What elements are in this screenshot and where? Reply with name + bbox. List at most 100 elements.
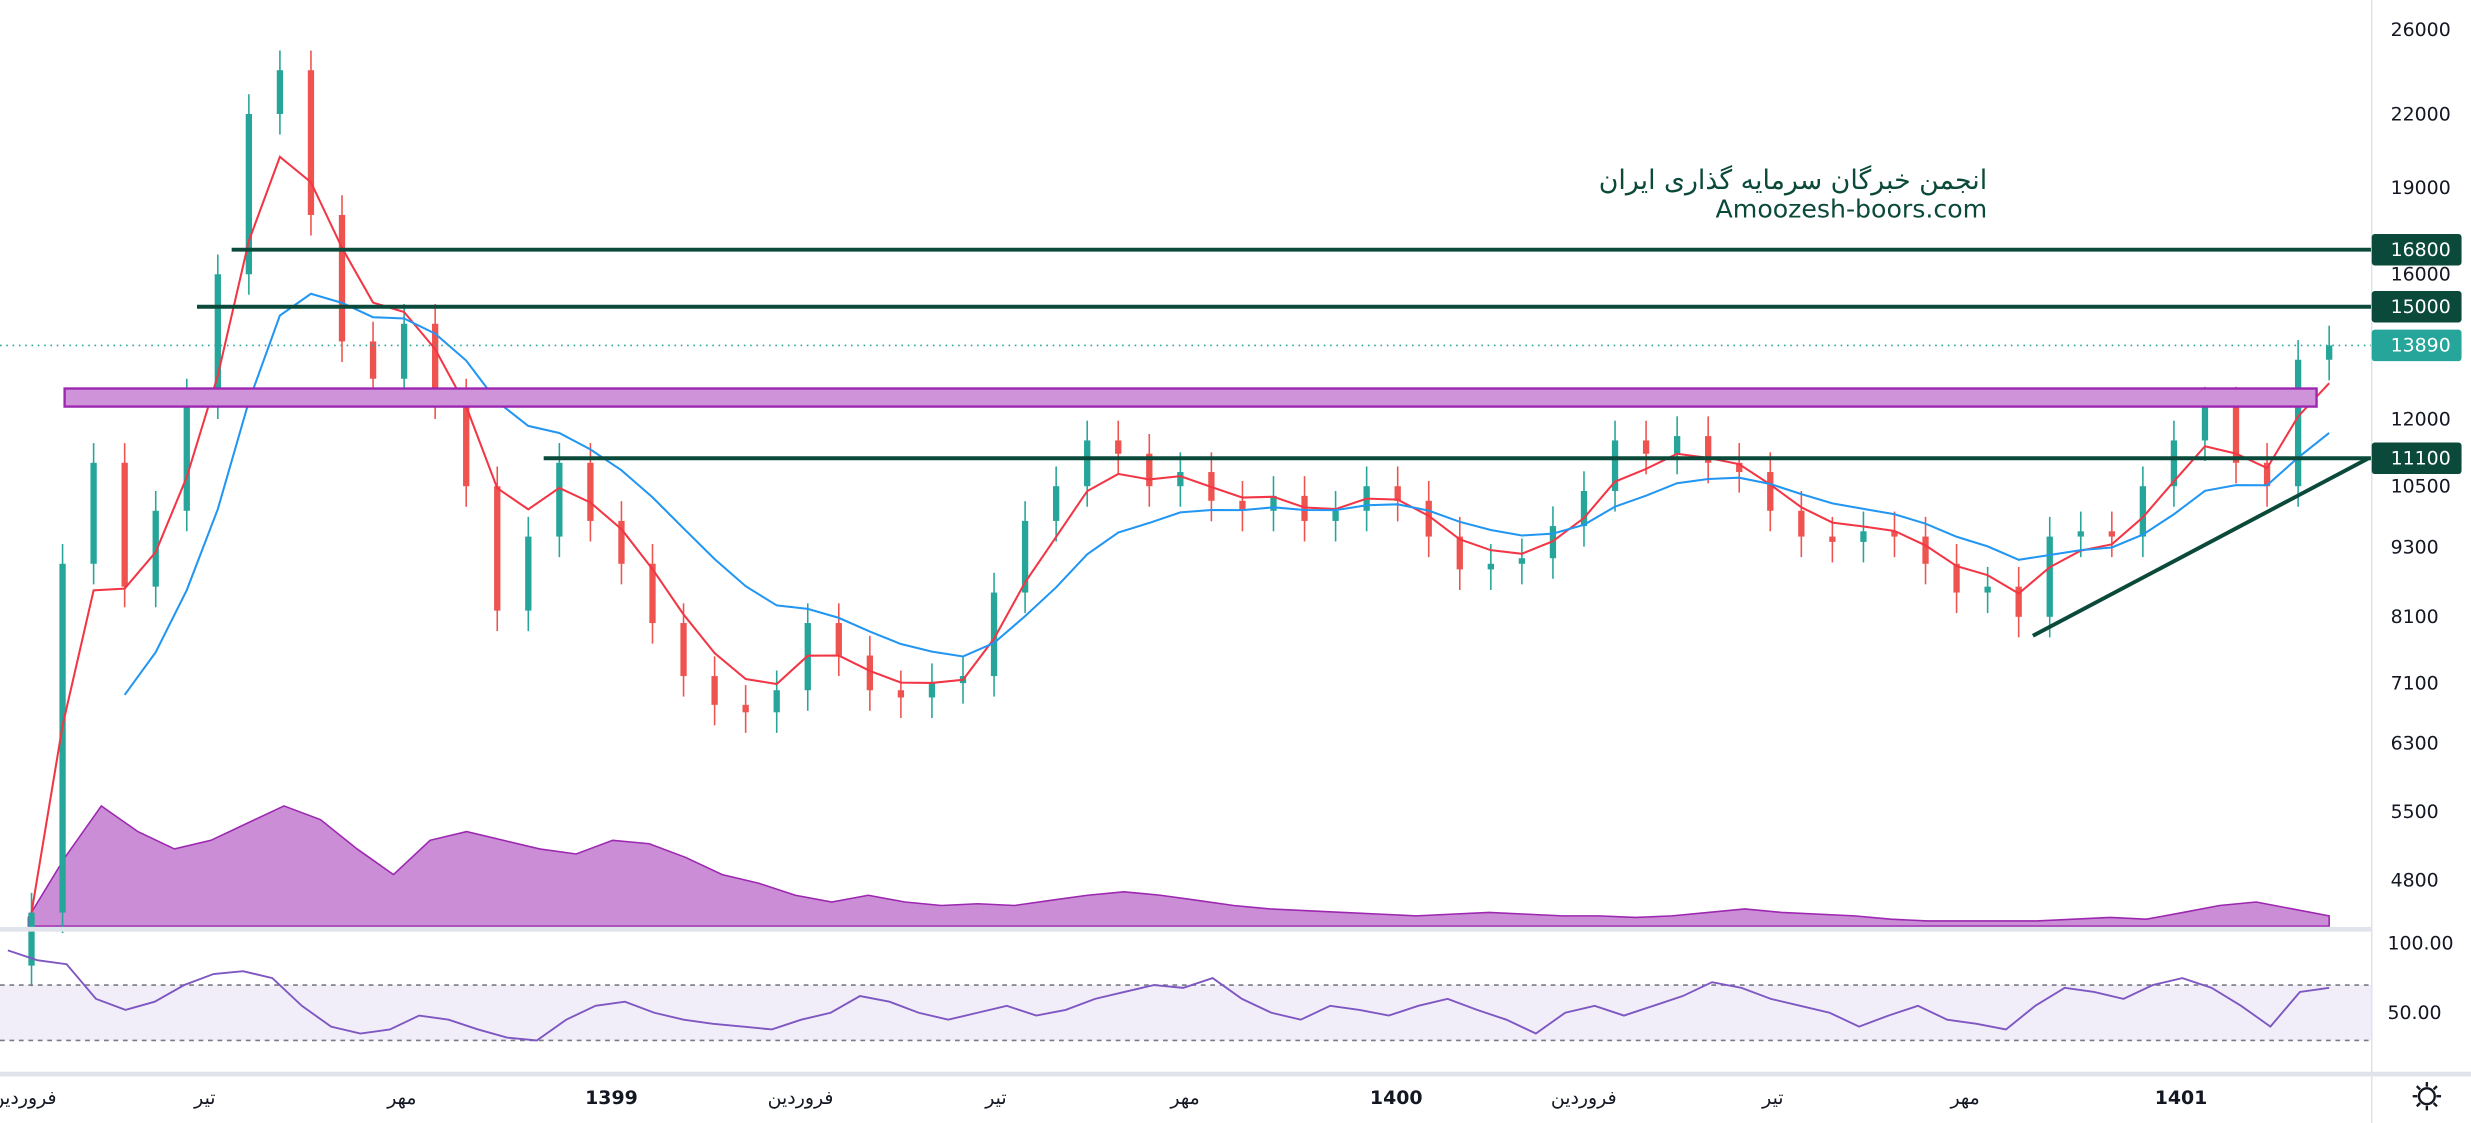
candle-body (2326, 345, 2333, 360)
candle-body (1270, 495, 1277, 511)
candle (59, 544, 66, 934)
price-tick-label: 22000 (2391, 103, 2451, 125)
candle-body (121, 462, 128, 587)
time-label[interactable]: تیر (984, 1087, 1006, 1109)
time-label[interactable]: فروردین (768, 1087, 834, 1109)
price-tick-label: 26000 (2391, 19, 2451, 41)
time-label[interactable]: تیر (193, 1087, 215, 1109)
candle (649, 544, 656, 644)
candle-body (1394, 486, 1401, 501)
candle-body (1611, 440, 1619, 492)
candle (369, 321, 377, 400)
time-label[interactable]: 1400 (1370, 1087, 1423, 1109)
candle (1860, 511, 1867, 563)
candle (2139, 466, 2147, 558)
candle-body (463, 398, 470, 487)
candle-body (432, 323, 439, 399)
candle-body (276, 70, 284, 114)
candle-body (773, 690, 780, 713)
candle-body (2263, 462, 2271, 487)
candle-body (1115, 440, 1122, 454)
candle-body (928, 683, 936, 698)
rsi-tick-label: 100.00 (2387, 933, 2453, 955)
volume-pane (27, 804, 2330, 927)
candle-body (711, 676, 718, 705)
time-label[interactable]: تیر (1761, 1087, 1783, 1109)
drawings[interactable] (0, 247, 2372, 638)
time-label[interactable]: مهر (1950, 1087, 1980, 1109)
candle (90, 443, 97, 585)
time-label[interactable]: فروردین (0, 1087, 57, 1109)
candle (400, 304, 408, 400)
candle (121, 443, 128, 608)
candle (1611, 420, 1619, 512)
candle-body (1798, 510, 1805, 537)
candle (1767, 452, 1774, 532)
candle (1518, 538, 1526, 585)
gear-icon[interactable] (2412, 1082, 2442, 1111)
watermark: انجمن خبرگان سرمایه گذاری ایران Amoozesh… (1599, 165, 1987, 223)
candle-body (307, 70, 315, 215)
candle (556, 443, 563, 558)
candle (2170, 420, 2178, 507)
candle (1798, 491, 1805, 558)
level-label-box (2371, 290, 2462, 323)
candle (1021, 501, 1029, 614)
candle (525, 516, 532, 632)
time-label[interactable]: مهر (1169, 1087, 1199, 1109)
candle (276, 50, 284, 135)
candle-body (28, 912, 35, 966)
candle-body (1673, 436, 1681, 454)
price-tick-label: 6300 (2391, 733, 2439, 755)
candle (1705, 416, 1712, 484)
candle (742, 685, 749, 733)
candle-body (1239, 500, 1246, 511)
candle-body (1332, 510, 1339, 521)
trendline[interactable] (2031, 456, 2370, 638)
candle (1115, 420, 1122, 475)
time-axis[interactable]: فروردین تیر مهر 1399 فروردین تیر مهر 1400 فروردی… (0, 1087, 2207, 1109)
candle-body (245, 113, 253, 275)
candle (1736, 443, 1743, 493)
time-label[interactable]: فروردین (1551, 1087, 1617, 1109)
candle (1177, 452, 1184, 507)
candle (835, 603, 842, 677)
candle-body (2108, 531, 2115, 537)
price-axis[interactable]: 26000 22000 19000 16000 12000 10500 9300 8100 71… (2371, 19, 2462, 891)
candle-body (1021, 520, 1029, 593)
time-label[interactable]: مهر (386, 1087, 416, 1109)
candle-body (866, 655, 874, 691)
candle-body (1829, 536, 1836, 542)
candle (245, 94, 253, 295)
candle (1580, 471, 1588, 547)
candle-body (1860, 531, 1867, 542)
candle (1891, 511, 1898, 558)
candle (1425, 481, 1432, 558)
candle (1829, 516, 1836, 563)
candle (1953, 544, 1960, 614)
rsi-pane: 100.00 50.00 (0, 933, 2454, 1042)
resistance-zone[interactable] (63, 387, 2318, 408)
candle-body (338, 214, 346, 342)
time-label[interactable]: 1399 (585, 1087, 638, 1109)
candle-body (587, 462, 594, 521)
level-label: 15000 (2391, 296, 2451, 318)
price-tick-label: 10500 (2391, 476, 2451, 498)
candle (866, 635, 874, 711)
candle-body (680, 623, 687, 677)
rsi-tick-label: 50.00 (2387, 1002, 2441, 1024)
candle (338, 195, 346, 362)
candles (28, 50, 2333, 987)
candle (2294, 340, 2302, 507)
price-tick-label: 7100 (2391, 672, 2439, 694)
time-label[interactable]: 1401 (2155, 1087, 2208, 1109)
candle-body (1984, 586, 1991, 593)
candle-body (649, 563, 656, 624)
price-tick-label: 16000 (2391, 264, 2451, 286)
candle (152, 491, 159, 608)
candle (618, 501, 625, 585)
candle-body (618, 520, 625, 564)
candle-body (1425, 500, 1432, 537)
price-tick-label: 8100 (2391, 606, 2439, 628)
